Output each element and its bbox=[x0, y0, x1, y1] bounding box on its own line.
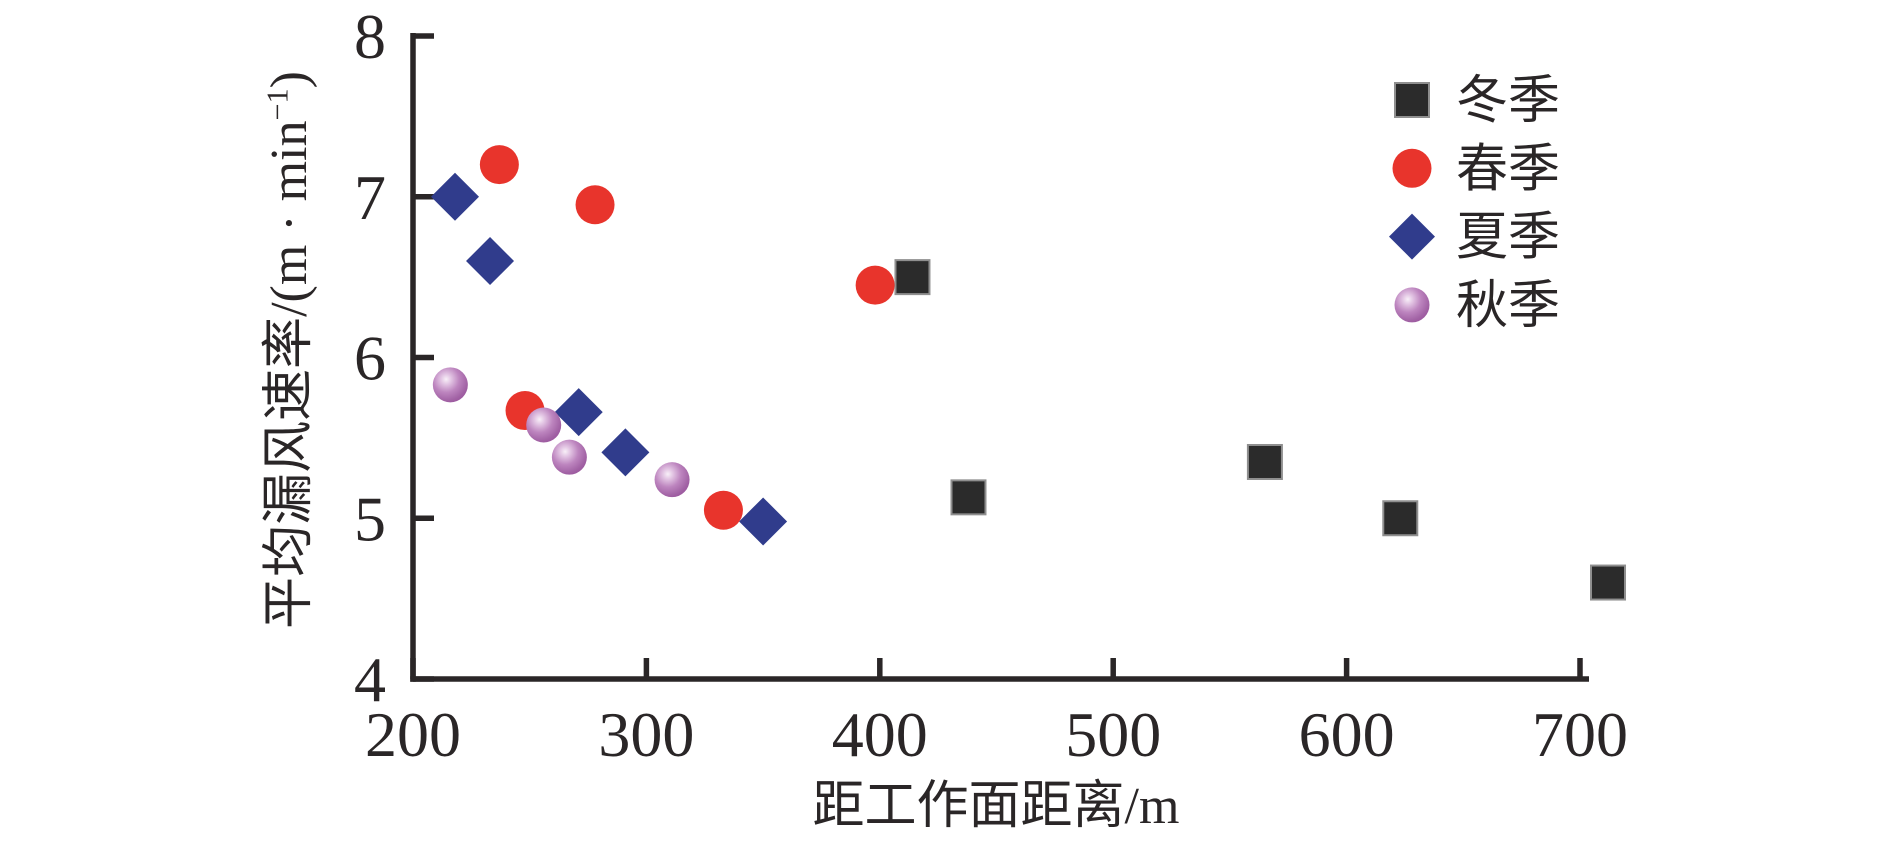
marker-square-winter bbox=[950, 479, 987, 516]
series-summer bbox=[431, 172, 788, 546]
marker-diamond-summer bbox=[554, 388, 603, 437]
legend-item-spring: 春季 bbox=[1392, 141, 1560, 198]
marker-circle-spring bbox=[703, 490, 743, 530]
x-axis-title: 距工作面距离/m bbox=[812, 778, 1180, 835]
data-point-winter bbox=[1590, 564, 1627, 601]
data-point-summer bbox=[554, 388, 603, 437]
marker-diamond-summer bbox=[739, 497, 788, 546]
marker-sphere-autumn bbox=[551, 439, 587, 475]
data-point-spring bbox=[703, 490, 743, 530]
data-point-autumn bbox=[526, 407, 562, 443]
x-tick-label: 200 bbox=[365, 699, 461, 770]
marker-diamond-summer bbox=[601, 428, 650, 477]
y-tick-label: 7 bbox=[354, 162, 386, 233]
marker-sphere-autumn bbox=[654, 462, 690, 498]
data-point-winter bbox=[950, 479, 987, 516]
legend-label-winter: 冬季 bbox=[1456, 73, 1560, 130]
y-tick-label: 5 bbox=[354, 483, 386, 554]
series-winter bbox=[894, 259, 1627, 601]
data-point-summer bbox=[431, 172, 480, 221]
data-point-spring bbox=[575, 185, 615, 225]
x-tick-label: 300 bbox=[598, 699, 694, 770]
x-tick-label: 400 bbox=[832, 699, 928, 770]
legend-label-autumn: 秋季 bbox=[1456, 278, 1560, 335]
data-point-winter bbox=[1382, 500, 1419, 537]
legend-item-summer: 夏季 bbox=[1389, 210, 1560, 267]
data-point-winter bbox=[1246, 443, 1283, 480]
y-tick-label: 4 bbox=[354, 644, 386, 715]
marker-diamond-summer bbox=[431, 172, 480, 221]
marker-circle-spring bbox=[855, 265, 895, 305]
legend-item-autumn: 秋季 bbox=[1394, 278, 1560, 335]
series-spring bbox=[479, 145, 895, 530]
marker-diamond-summer bbox=[466, 237, 515, 286]
y-axis-title-sup: −1 bbox=[260, 88, 295, 121]
data-point-spring bbox=[479, 145, 519, 185]
y-axis-title: 平均漏风速率/(m · min−1) bbox=[259, 20, 321, 680]
y-axis-title-close: ) bbox=[261, 71, 318, 89]
series-autumn bbox=[432, 367, 690, 498]
x-tick-label: 600 bbox=[1299, 699, 1395, 770]
y-axis-title-text: 平均漏风速率/(m · min bbox=[261, 120, 318, 629]
x-tick-label: 700 bbox=[1532, 699, 1628, 770]
marker-circle-spring bbox=[575, 185, 615, 225]
legend-label-summer: 夏季 bbox=[1456, 210, 1560, 267]
legend-marker-winter bbox=[1394, 82, 1430, 118]
marker-circle-spring bbox=[479, 145, 519, 185]
y-tick-label: 8 bbox=[354, 1, 386, 72]
x-tick-label: 500 bbox=[1065, 699, 1161, 770]
data-point-summer bbox=[466, 237, 515, 286]
marker-sphere-autumn bbox=[432, 367, 468, 403]
data-point-summer bbox=[739, 497, 788, 546]
legend-marker-autumn bbox=[1394, 287, 1430, 323]
legend-item-winter: 冬季 bbox=[1394, 73, 1560, 130]
legend-marker-spring bbox=[1392, 148, 1432, 188]
data-point-summer bbox=[601, 428, 650, 477]
marker-square-winter bbox=[894, 259, 931, 296]
marker-square-winter bbox=[1382, 500, 1419, 537]
marker-square-winter bbox=[1246, 443, 1283, 480]
data-point-autumn bbox=[551, 439, 587, 475]
legend-label-spring: 春季 bbox=[1456, 141, 1560, 198]
data-point-winter bbox=[894, 259, 931, 296]
data-point-spring bbox=[855, 265, 895, 305]
marker-square-winter bbox=[1590, 564, 1627, 601]
marker-sphere-autumn bbox=[526, 407, 562, 443]
data-point-autumn bbox=[432, 367, 468, 403]
data-point-autumn bbox=[654, 462, 690, 498]
y-tick-label: 6 bbox=[354, 323, 386, 394]
legend-marker-summer bbox=[1389, 213, 1435, 260]
